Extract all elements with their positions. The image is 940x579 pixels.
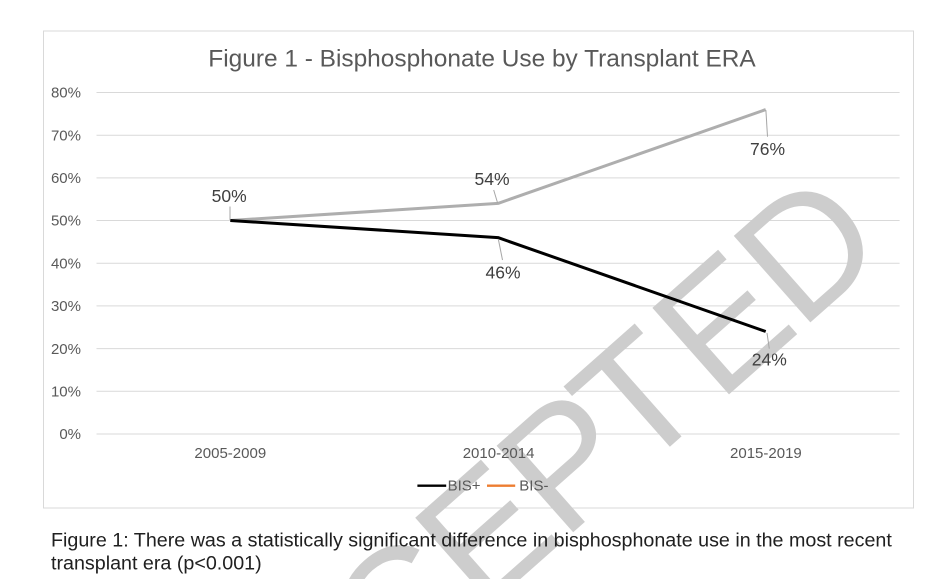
svg-text:BIS-: BIS- [519,478,548,495]
svg-text:60%: 60% [51,170,81,187]
svg-text:0%: 0% [59,426,81,443]
svg-text:10%: 10% [51,384,81,401]
svg-text:Figure 1 - Bisphosphonate Use: Figure 1 - Bisphosphonate Use by Transpl… [208,46,756,73]
svg-text:BIS+: BIS+ [448,478,481,495]
svg-text:76%: 76% [750,139,785,159]
svg-text:46%: 46% [485,262,520,282]
svg-text:30%: 30% [51,298,81,315]
svg-text:50%: 50% [212,186,247,206]
svg-text:24%: 24% [752,350,787,370]
svg-text:70%: 70% [51,127,81,144]
svg-text:80%: 80% [51,85,81,102]
svg-text:2005-2009: 2005-2009 [194,445,266,462]
svg-text:40%: 40% [51,255,81,272]
svg-text:2010-2014: 2010-2014 [463,445,535,462]
svg-text:20%: 20% [51,341,81,358]
svg-text:Figure 1: There was a statisti: Figure 1: There was a statistically sign… [51,530,892,552]
svg-text:50%: 50% [51,213,81,230]
svg-text:54%: 54% [474,169,509,189]
svg-text:2015-2019: 2015-2019 [730,445,802,462]
svg-text:transplant era (p<0.001): transplant era (p<0.001) [51,553,262,575]
